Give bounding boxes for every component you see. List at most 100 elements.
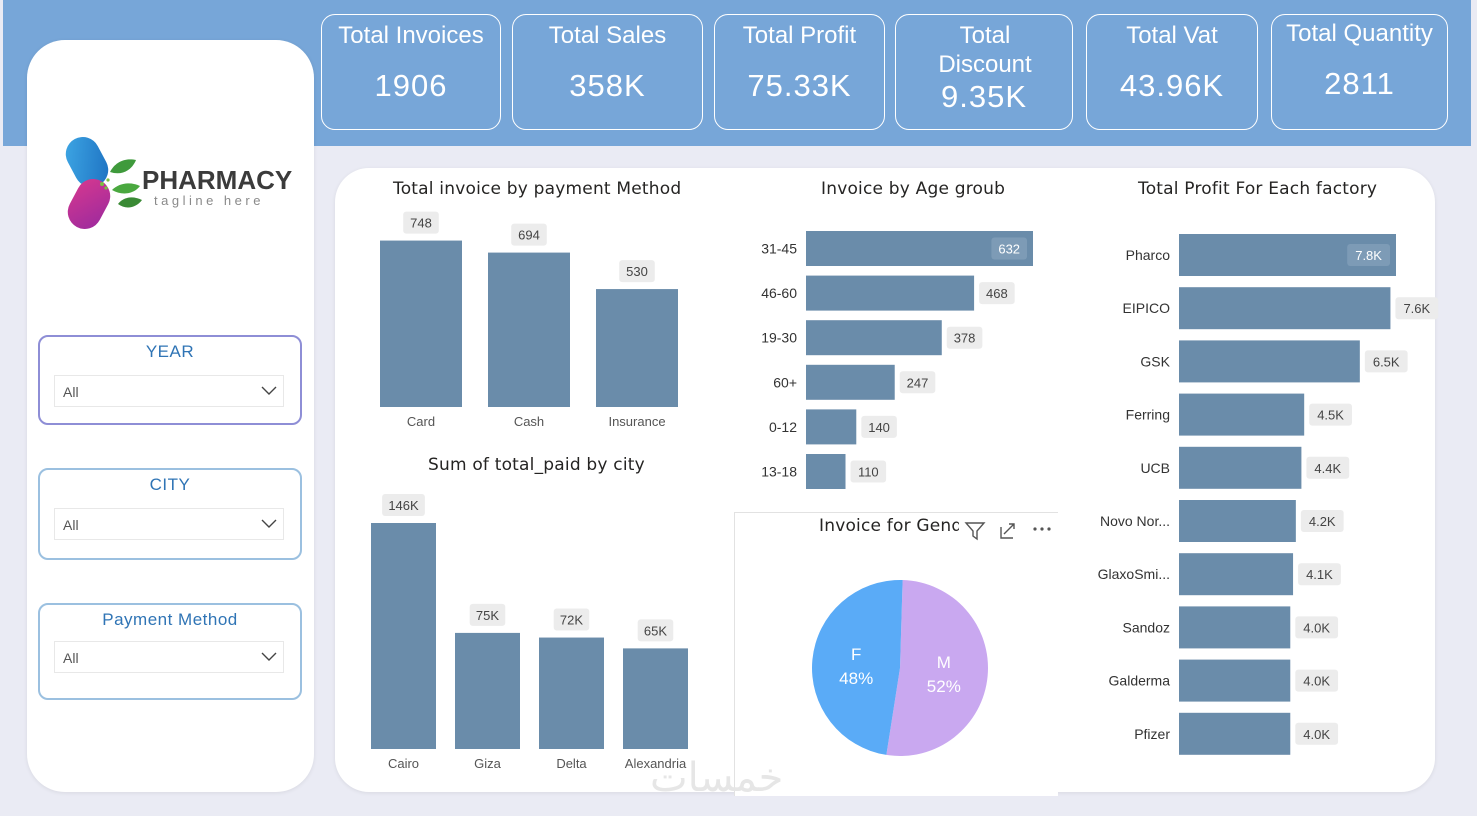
kpi-title: Total Discount: [938, 22, 1032, 78]
data-label-bg: [1347, 244, 1390, 266]
payment-method-dropdown-value: All: [63, 650, 79, 666]
category-label: EIPICO: [1123, 300, 1171, 316]
bar-9: [1179, 712, 1291, 755]
data-label-bg: [1306, 456, 1350, 479]
category-label: Card: [407, 414, 435, 429]
kpi-value: 1906: [374, 68, 448, 103]
data-label: 4.2K: [1309, 514, 1336, 529]
category-label: 13-18: [761, 464, 797, 480]
kpi-title: Total Vat: [1126, 22, 1218, 49]
kpi-value: 2811: [1324, 66, 1395, 101]
year-slicer: YEAR All: [38, 335, 302, 425]
data-label: 694: [518, 228, 540, 243]
data-label: 7.6K: [1403, 301, 1430, 316]
category-label: UCB: [1140, 460, 1170, 476]
data-label: 4.1K: [1306, 567, 1333, 582]
data-label-bg: [1300, 510, 1344, 532]
bar-alexandria: [623, 648, 688, 749]
data-label-bg: [1364, 350, 1408, 373]
filter-icon[interactable]: [964, 521, 986, 541]
category-label: Galderma: [1109, 673, 1171, 689]
category-label: Ferring: [1126, 407, 1170, 423]
kpi-total-quantity: Total Quantity 2811: [1271, 14, 1448, 130]
data-label: 75K: [476, 608, 499, 623]
watermark: خمسات: [650, 755, 784, 801]
kpi-value: 9.35K: [940, 79, 1027, 114]
city-dropdown[interactable]: All: [54, 508, 284, 540]
kpi-total-profit: Total Profit 75.33K: [714, 14, 885, 130]
bar-giza: [455, 632, 520, 749]
city-slicer-label: CITY: [149, 475, 191, 494]
category-label: GlaxoSmi...: [1098, 566, 1170, 582]
kpi-title: Total Profit: [742, 22, 857, 49]
data-label: 4.4K: [1314, 461, 1341, 476]
bar-8: [1179, 659, 1291, 702]
data-label-bg: [899, 371, 936, 394]
data-label-bg: [403, 211, 439, 234]
logo-tagline: tagline here: [154, 193, 264, 208]
category-label: Pharco: [1126, 247, 1171, 263]
kpi-value: 43.96K: [1119, 68, 1225, 103]
bar-1: [1179, 287, 1391, 330]
chevron-down-icon: [261, 519, 277, 528]
data-label: 4.0K: [1303, 620, 1330, 635]
data-label-bg: [619, 260, 655, 283]
bar-3: [1179, 393, 1305, 436]
kpi-title: Total Quantity: [1286, 20, 1433, 47]
data-label-bg: [637, 619, 674, 642]
bar-4: [1179, 446, 1302, 489]
bar-4: [806, 409, 857, 445]
category-label: Pfizer: [1134, 726, 1170, 742]
category-label: 46-60: [761, 285, 797, 301]
age-group-bar-chart: 31-45 632 46-60 468 19-30 378 60+ 247 0-12 140 13-…: [761, 231, 1033, 489]
kpi-total-invoices: Total Invoices 1906: [321, 14, 501, 130]
data-label: 247: [907, 375, 929, 390]
category-label: 60+: [773, 374, 797, 390]
category-label: Sandoz: [1123, 619, 1170, 635]
data-label: 468: [986, 286, 1008, 301]
year-dropdown[interactable]: All: [54, 375, 284, 407]
category-label: Giza: [474, 756, 502, 771]
city-bar-chart: 146K Cairo 75K Giza 72K Delta 65K Alexandria: [371, 494, 688, 771]
bar-7: [1179, 606, 1291, 649]
category-label: Cash: [514, 414, 544, 429]
category-label: 31-45: [761, 241, 797, 257]
category-label: Cairo: [388, 756, 419, 771]
bar-card: [380, 240, 462, 407]
gender-pie-chart: M 52% F 48%: [811, 580, 988, 756]
data-label: 6.5K: [1373, 354, 1400, 369]
payment-method-slicer-label: Payment Method: [102, 610, 238, 629]
category-label: 0-12: [769, 419, 797, 435]
bar-2: [806, 320, 942, 356]
bar-cash: [488, 252, 570, 407]
focus-mode-icon[interactable]: [998, 522, 1018, 540]
year-dropdown-value: All: [63, 384, 79, 400]
payment-chart-title: Total invoice by payment Method: [393, 179, 682, 199]
category-label: Novo Nor...: [1100, 513, 1170, 529]
bar-5: [806, 454, 846, 489]
data-label: 4.0K: [1303, 727, 1330, 742]
category-label: GSK: [1140, 353, 1170, 369]
data-label-bg: [1295, 616, 1339, 639]
more-options-icon[interactable]: [1032, 525, 1052, 533]
data-label-bg: [469, 603, 506, 626]
data-label: 378: [954, 331, 976, 346]
chevron-down-icon: [261, 386, 277, 395]
category-label: Alexandria: [625, 756, 687, 771]
logo-name: PHARMACY: [142, 165, 292, 195]
payment-method-dropdown[interactable]: All: [54, 641, 284, 673]
data-label-bg: [861, 415, 897, 438]
kpi-title: Total Sales: [548, 22, 667, 49]
slice-pct: 52%: [927, 677, 961, 696]
slice-pct: 48%: [839, 669, 873, 688]
city-slicer: CITY All: [38, 468, 302, 560]
kpi-total-vat: Total Vat 43.96K: [1086, 14, 1258, 130]
pie-slice-f: [811, 580, 903, 755]
data-label: 4.5K: [1317, 408, 1344, 423]
data-label: 65K: [644, 623, 667, 638]
city-chart-title: Sum of total_paid by city: [428, 455, 645, 475]
data-label-bg: [946, 326, 983, 349]
category-label: Insurance: [608, 414, 665, 429]
capsule-icon: [65, 137, 111, 229]
data-label: 140: [868, 420, 890, 435]
